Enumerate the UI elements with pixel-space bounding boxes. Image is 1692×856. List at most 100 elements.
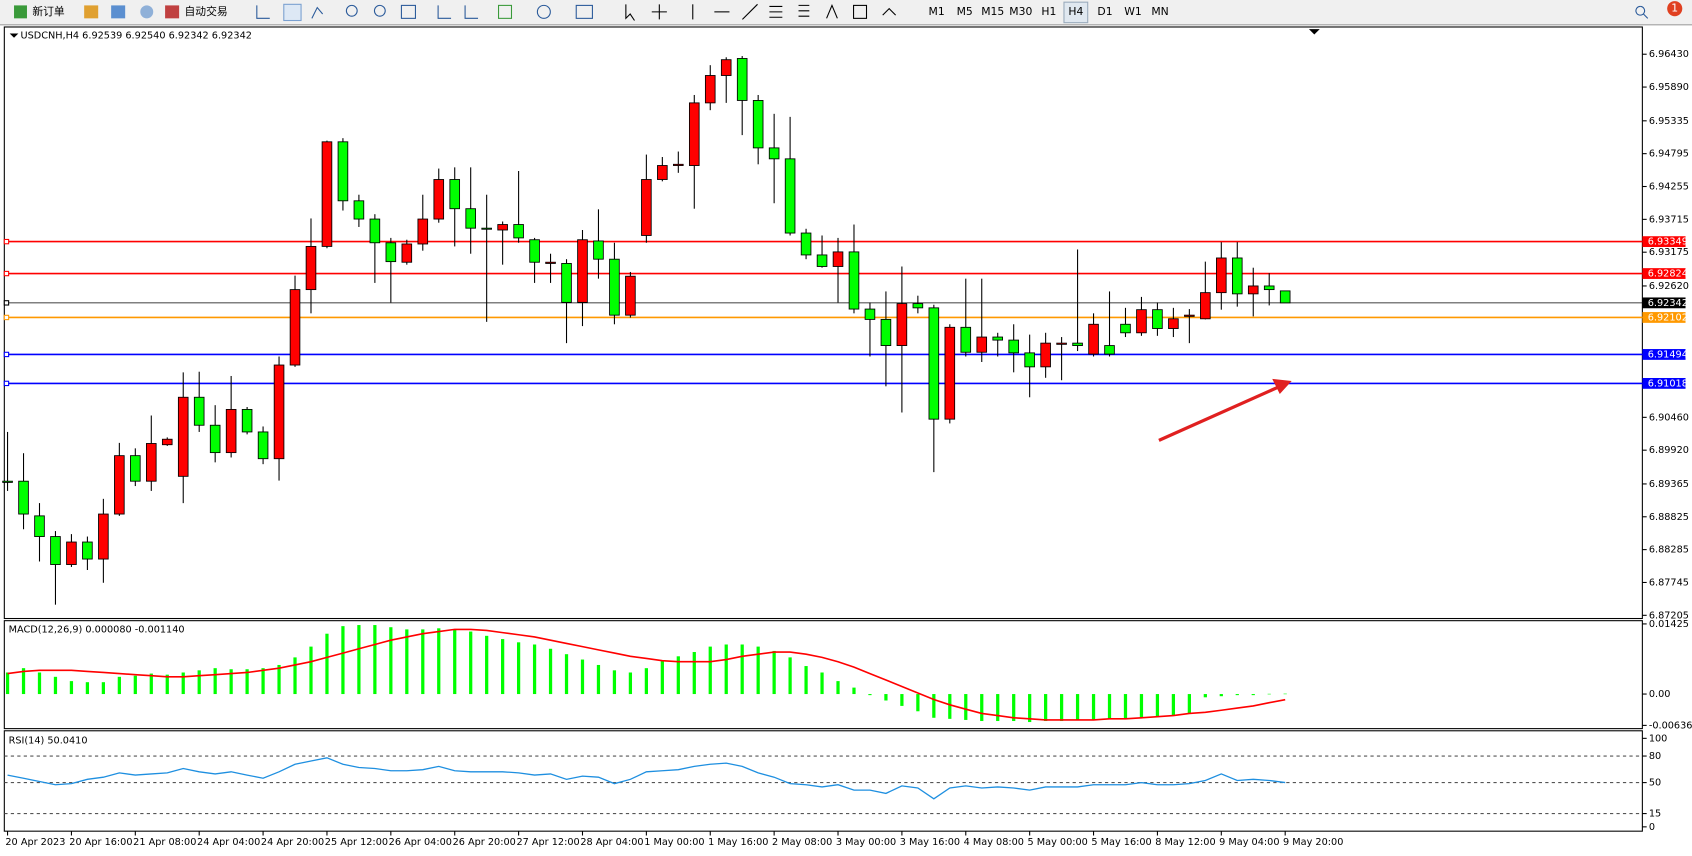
timeframe-button[interactable]: M15 — [981, 5, 1004, 18]
macd-bar — [181, 672, 185, 695]
x-tick-label: 26 Apr 20:00 — [453, 837, 516, 848]
timeframe-button[interactable]: M5 — [957, 5, 973, 18]
price-line-tag — [1642, 236, 1686, 248]
macd-bar — [37, 672, 42, 695]
macd-bar — [453, 629, 457, 695]
zoom-in[interactable] — [345, 4, 358, 17]
text-tool[interactable] — [826, 3, 838, 19]
x-tick-label: 4 May 08:00 — [964, 837, 1024, 848]
timeframe-button[interactable]: MN — [1151, 5, 1168, 18]
y-tick-label: 6.89920 — [1649, 445, 1689, 456]
y-tick-label: 6.94255 — [1649, 182, 1689, 193]
timeframe-button[interactable]: D1 — [1097, 5, 1112, 18]
macd-bar — [692, 652, 696, 695]
tool-icon[interactable] — [437, 5, 452, 19]
y-tick-label: 6.87205 — [1649, 610, 1689, 621]
arrow-head — [1272, 378, 1292, 394]
macd-bar — [1219, 694, 1223, 697]
price-line-tag — [1642, 297, 1686, 309]
macd-bar — [373, 625, 377, 695]
candle-body — [609, 258, 620, 316]
arrows-tool[interactable] — [882, 7, 897, 16]
auto-trade-icon[interactable] — [165, 5, 180, 19]
macd-signal — [7, 628, 1286, 721]
tool-icon[interactable] — [400, 4, 416, 19]
candle-body — [1056, 342, 1067, 345]
candle-body — [481, 227, 492, 230]
price-pane — [3, 26, 1643, 620]
new-order-button[interactable]: 新订单 — [32, 5, 65, 18]
fibo[interactable] — [798, 4, 810, 17]
tool-icon[interactable] — [311, 6, 324, 19]
candle-body — [241, 408, 253, 433]
candle-body — [928, 307, 940, 420]
label-tool[interactable] — [853, 4, 868, 19]
timeframe-button[interactable]: W1 — [1124, 5, 1142, 18]
periods[interactable] — [536, 4, 551, 19]
y-tick-label: 6.96430 — [1649, 49, 1689, 60]
macd-bar — [421, 629, 425, 695]
auto-trade-button[interactable]: 自动交易 — [185, 5, 228, 18]
badge-count: 1 — [1671, 2, 1678, 15]
macd-bar — [612, 670, 617, 695]
active-timeframe — [1063, 1, 1089, 24]
templates[interactable] — [575, 4, 593, 19]
candle-body — [657, 165, 668, 180]
plot: 6.96430 6.95890 6.95335 6.94795 6.94255 6.937… — [2, 49, 1692, 848]
x-tick-label: 1 May 16:00 — [708, 837, 768, 848]
notification-badge[interactable] — [1667, 1, 1683, 17]
toolbar-icon[interactable] — [111, 5, 126, 19]
candle-body — [752, 100, 764, 149]
tool-icon[interactable] — [256, 5, 270, 19]
macd-bar — [980, 694, 984, 722]
tool-icon[interactable] — [283, 3, 302, 22]
timeframe-button[interactable]: M30 — [1009, 5, 1032, 18]
y-tick-label: 6.90460 — [1649, 412, 1689, 423]
candle-body — [50, 536, 61, 565]
timeframe-button[interactable]: H4 — [1068, 5, 1083, 18]
macd-bar — [772, 650, 776, 695]
candle-body — [1247, 285, 1259, 295]
macd-bar — [405, 629, 409, 695]
macd-bar — [309, 646, 313, 695]
candle-body — [976, 336, 988, 353]
candle-body — [784, 158, 796, 234]
cursor[interactable] — [625, 4, 635, 21]
candle-body — [720, 59, 732, 76]
candle-body — [816, 254, 828, 267]
toolbar-icon[interactable] — [140, 5, 154, 19]
drawing-tools — [256, 3, 897, 22]
zoom-out[interactable] — [373, 4, 386, 17]
candle-body — [1263, 285, 1275, 291]
macd-bar — [948, 694, 952, 719]
timeframe-button[interactable]: H1 — [1041, 5, 1056, 18]
crosshair[interactable] — [651, 4, 667, 20]
indicators[interactable] — [497, 4, 513, 19]
macd-bar — [197, 670, 201, 695]
trend-line[interactable] — [742, 3, 758, 20]
candle-body — [1072, 342, 1083, 346]
y-tick-label: 6.95335 — [1649, 116, 1689, 127]
channel[interactable] — [769, 5, 783, 18]
symbol-menu[interactable] — [9, 33, 19, 38]
macd-bar — [1075, 694, 1080, 720]
macd-bar — [516, 642, 521, 695]
search[interactable] — [1635, 5, 1649, 19]
macd-bar — [1203, 694, 1207, 698]
x-tick-label: 3 May 16:00 — [900, 837, 960, 848]
macd-bar — [229, 669, 233, 695]
candle-body — [800, 232, 812, 256]
macd-bar — [1028, 694, 1032, 723]
x-tick-label: 27 Apr 12:00 — [516, 837, 579, 848]
macd-bar — [1267, 693, 1271, 695]
new-order-icon[interactable] — [14, 5, 27, 19]
tool-icon[interactable] — [464, 5, 479, 19]
candle-body — [369, 218, 381, 244]
macd-bar — [501, 639, 505, 695]
timeframe-button[interactable]: M1 — [929, 5, 945, 18]
x-tick-label: 5 May 00:00 — [1028, 837, 1088, 848]
macd-bar — [580, 659, 585, 695]
y-tick-label: 50 — [1649, 778, 1661, 789]
toolbar-icon[interactable] — [84, 5, 99, 19]
